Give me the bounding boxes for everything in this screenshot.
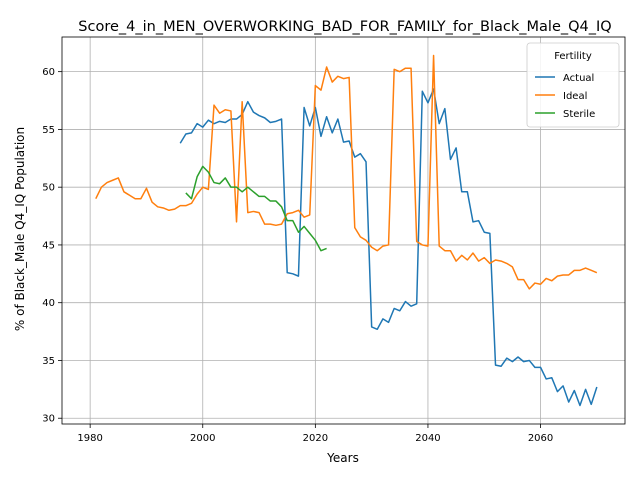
legend: Fertility Actual Ideal Sterile [526, 42, 620, 128]
series-line-actual [179, 88, 598, 407]
x-tick-label: 2000 [190, 433, 215, 444]
legend-label-ideal: Ideal [563, 91, 587, 102]
x-axis-label: Years [326, 451, 359, 465]
x-tick-label: 2040 [415, 433, 440, 444]
y-tick-label: 55 [42, 125, 55, 136]
y-axis-label: % of Black_Male Q4_IQ Population [13, 127, 27, 331]
axis-ticks: 1980 2000 2020 2040 2060 30 35 40 45 50 55 60 [42, 67, 553, 444]
y-tick-label: 40 [42, 298, 55, 309]
y-tick-label: 45 [42, 240, 55, 251]
y-tick-label: 50 [42, 183, 55, 194]
plot-area-frame [61, 36, 626, 425]
x-tick-label: 2020 [303, 433, 328, 444]
legend-box [526, 42, 620, 128]
x-tick-label: 2060 [528, 433, 553, 444]
series-line-sterile [185, 165, 327, 252]
y-tick-label: 35 [42, 356, 55, 367]
legend-label-actual: Actual [563, 73, 594, 84]
x-tick-label: 1980 [77, 433, 102, 444]
series-lines [95, 54, 598, 407]
y-tick-label: 60 [42, 67, 55, 78]
y-tick-label: 30 [42, 414, 55, 425]
series-line-ideal [95, 54, 598, 290]
legend-label-sterile: Sterile [563, 109, 595, 120]
legend-title: Fertility [554, 51, 592, 62]
chart-title: Score_4_in_MEN_OVERWORKING_BAD_FOR_FAMIL… [78, 19, 611, 35]
